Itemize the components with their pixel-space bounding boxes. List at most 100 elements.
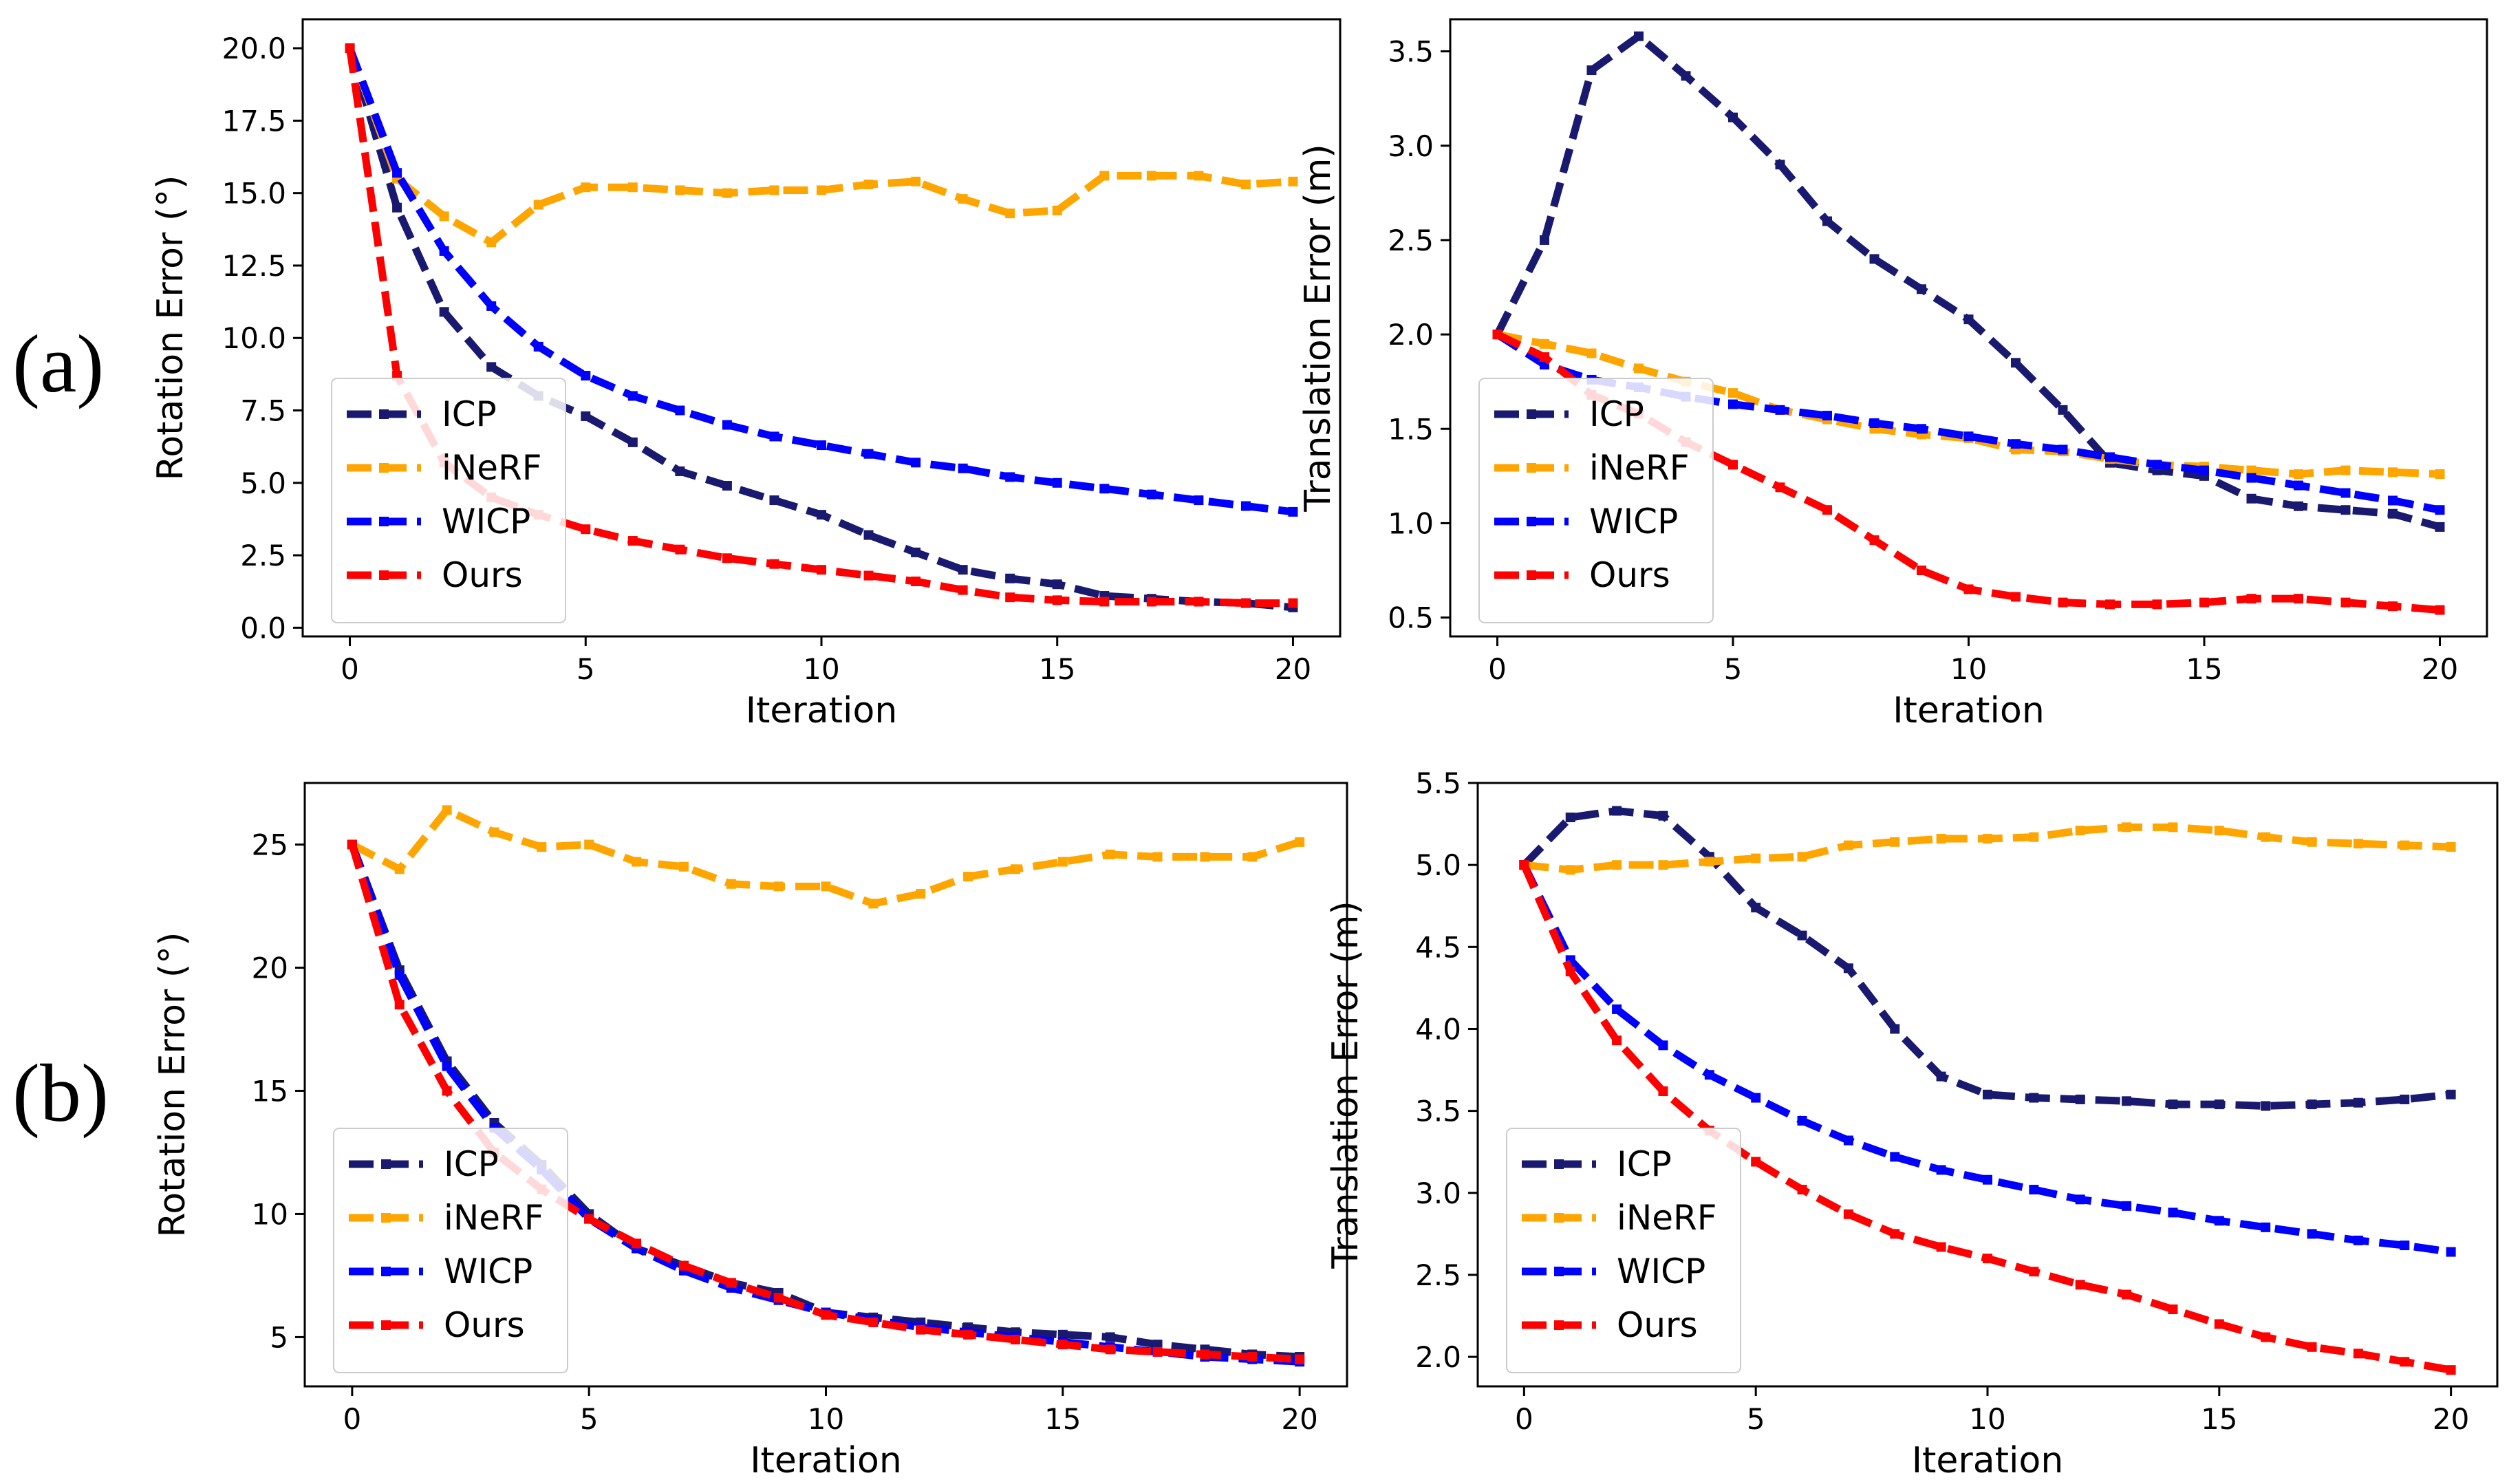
data-point-icp — [2075, 1094, 2085, 1104]
data-point-inerf — [1247, 852, 1258, 862]
data-point-ours — [1146, 597, 1156, 607]
y-tick-label: 7.5 — [240, 394, 286, 428]
data-point-ours — [584, 1214, 594, 1224]
data-point-inerf — [2246, 465, 2257, 475]
data-point-ours — [769, 559, 779, 569]
legend-marker-wicp — [1554, 1267, 1564, 1276]
data-point-inerf — [1288, 176, 1298, 186]
data-point-icp — [2435, 522, 2445, 532]
x-tick-label: 15 — [2186, 652, 2222, 686]
data-point-icp — [392, 202, 402, 213]
y-tick-label: 2.0 — [1415, 1340, 1461, 1374]
series-line-icp — [1521, 807, 2452, 1110]
data-point-ours — [1775, 482, 1785, 493]
legend-label-icp: ICP — [444, 1144, 499, 1184]
data-point-inerf — [486, 237, 497, 248]
data-point-ours — [1658, 1086, 1668, 1097]
x-tick-label: 5 — [577, 652, 595, 686]
data-point-ours — [1917, 565, 1926, 575]
data-point-wicp — [2105, 452, 2115, 462]
data-point-wicp — [2029, 1185, 2039, 1195]
legend-marker-icp — [379, 409, 389, 419]
data-point-inerf — [2340, 465, 2351, 475]
data-point-inerf — [726, 879, 736, 889]
series-line-inerf — [1496, 330, 2440, 478]
data-point-wicp — [627, 391, 638, 401]
data-point-wicp — [2122, 1201, 2132, 1211]
data-point-inerf — [2168, 822, 2178, 833]
data-point-icp — [2446, 1089, 2456, 1099]
data-point-ours — [916, 1324, 926, 1335]
data-point-ours — [678, 1260, 689, 1271]
data-point-icp — [627, 437, 638, 447]
data-point-inerf — [1565, 865, 1575, 875]
data-point-wicp — [1612, 1004, 1622, 1014]
data-point-inerf — [1540, 339, 1549, 349]
data-point-icp — [1797, 930, 1807, 941]
data-point-icp — [2307, 1099, 2317, 1110]
data-point-icp — [2261, 1101, 2271, 1111]
legend-marker-inerf — [381, 1213, 391, 1223]
data-point-wicp — [1963, 431, 1974, 442]
data-point-icp — [1843, 963, 1853, 974]
data-point-wicp — [581, 370, 591, 380]
data-point-inerf — [2122, 822, 2132, 833]
data-point-inerf — [1728, 388, 1738, 398]
y-tick-label: 20.0 — [222, 32, 286, 65]
data-point-icp — [1983, 1089, 1992, 1099]
data-point-ours — [726, 1278, 736, 1288]
x-tick-label: 15 — [1039, 652, 1075, 686]
data-point-inerf — [821, 881, 831, 892]
y-tick-label: 5.0 — [1415, 848, 1461, 882]
data-point-wicp — [442, 1061, 452, 1071]
data-point-inerf — [442, 805, 452, 815]
data-point-wicp — [1099, 484, 1110, 494]
x-tick-label: 10 — [803, 652, 839, 686]
data-point-wicp — [1658, 1040, 1668, 1051]
data-point-inerf — [1612, 860, 1622, 870]
data-point-icp — [1963, 314, 1974, 325]
legend-box — [331, 378, 566, 623]
data-point-inerf — [1634, 363, 1644, 374]
legend-box — [333, 1128, 568, 1373]
data-point-ours — [345, 43, 355, 54]
data-point-inerf — [1010, 864, 1020, 874]
data-point-inerf — [675, 185, 685, 195]
data-point-ours — [863, 570, 874, 581]
legend-marker-wicp — [379, 517, 389, 526]
data-point-wicp — [722, 420, 732, 430]
data-point-inerf — [2214, 826, 2224, 836]
data-point-icp — [1936, 1071, 1946, 1082]
data-point-wicp — [2388, 495, 2398, 506]
legend-marker-icp — [381, 1159, 391, 1169]
y-tick-label: 10 — [252, 1197, 288, 1231]
legend-box — [1506, 1128, 1741, 1373]
data-point-ours — [2058, 597, 2068, 608]
data-point-ours — [963, 1329, 973, 1340]
data-point-ours — [1728, 460, 1738, 470]
y-tick-label: 0.0 — [240, 611, 286, 645]
data-point-wicp — [2294, 480, 2303, 491]
data-point-ours — [1492, 330, 1503, 340]
data-point-ours — [2388, 601, 2398, 612]
x-tick-label: 20 — [2422, 652, 2458, 686]
data-point-wicp — [2058, 444, 2068, 455]
data-point-inerf — [1146, 171, 1156, 181]
data-point-inerf — [627, 182, 638, 193]
data-point-ours — [2261, 1332, 2271, 1342]
legend-marker-ours — [1554, 1320, 1564, 1330]
data-point-inerf — [489, 827, 499, 837]
data-point-inerf — [1099, 171, 1110, 181]
data-point-wicp — [911, 458, 921, 468]
data-point-icp — [1917, 284, 1926, 294]
data-point-inerf — [769, 185, 779, 195]
y-tick-label: 0.5 — [1388, 601, 1434, 635]
data-point-ours — [821, 1310, 831, 1320]
data-point-ours — [911, 576, 921, 586]
data-point-wicp — [2446, 1247, 2456, 1257]
x-tick-label: 15 — [1044, 1402, 1081, 1436]
data-point-inerf — [2261, 832, 2271, 842]
row-label-a: (a) — [12, 318, 105, 409]
data-point-wicp — [2353, 1235, 2363, 1245]
chart-a-translation: 0 5 10 15 20 0.5 1.0 1.5 2.0 2.5 3.0 3.5 Iteration Tr… — [1297, 18, 2488, 731]
